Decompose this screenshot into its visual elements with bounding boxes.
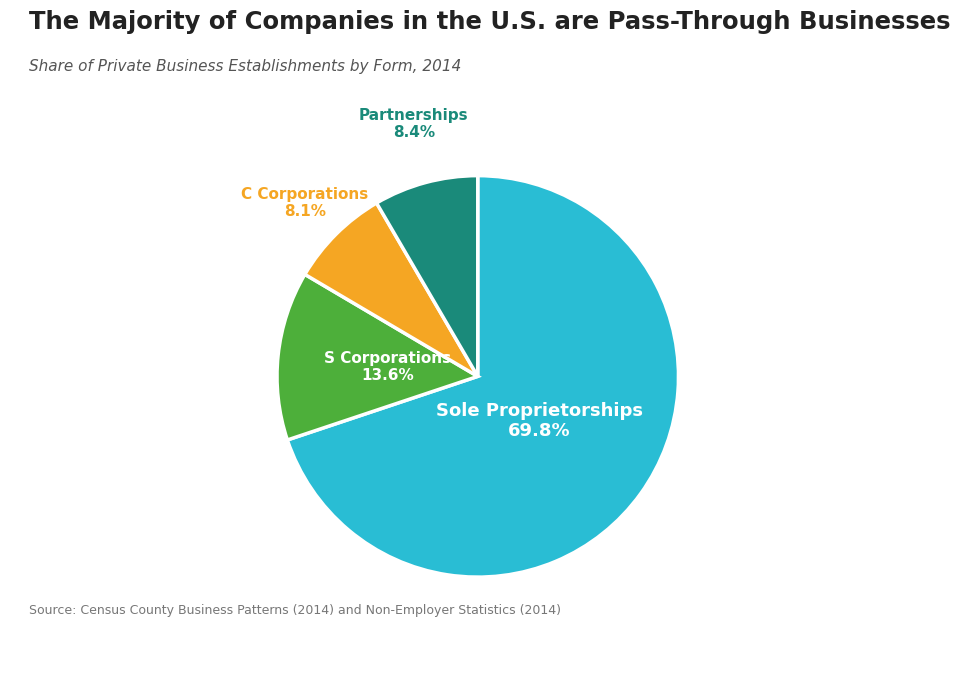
- Wedge shape: [305, 203, 478, 376]
- Wedge shape: [277, 275, 478, 440]
- Text: Source: Census County Business Patterns (2014) and Non-Employer Statistics (2014: Source: Census County Business Patterns …: [29, 604, 562, 617]
- Text: Share of Private Business Establishments by Form, 2014: Share of Private Business Establishments…: [29, 59, 461, 75]
- Text: @TaxFoundation: @TaxFoundation: [826, 666, 962, 683]
- Text: C Corporations
8.1%: C Corporations 8.1%: [242, 187, 369, 219]
- Text: The Majority of Companies in the U.S. are Pass-Through Businesses: The Majority of Companies in the U.S. ar…: [29, 10, 951, 34]
- Text: Sole Proprietorships
69.8%: Sole Proprietorships 69.8%: [436, 401, 644, 441]
- Wedge shape: [288, 176, 679, 577]
- Text: TAX FOUNDATION: TAX FOUNDATION: [13, 666, 178, 683]
- Text: Partnerships
8.4%: Partnerships 8.4%: [359, 107, 469, 140]
- Wedge shape: [376, 176, 478, 376]
- Text: S Corporations
13.6%: S Corporations 13.6%: [325, 351, 451, 383]
